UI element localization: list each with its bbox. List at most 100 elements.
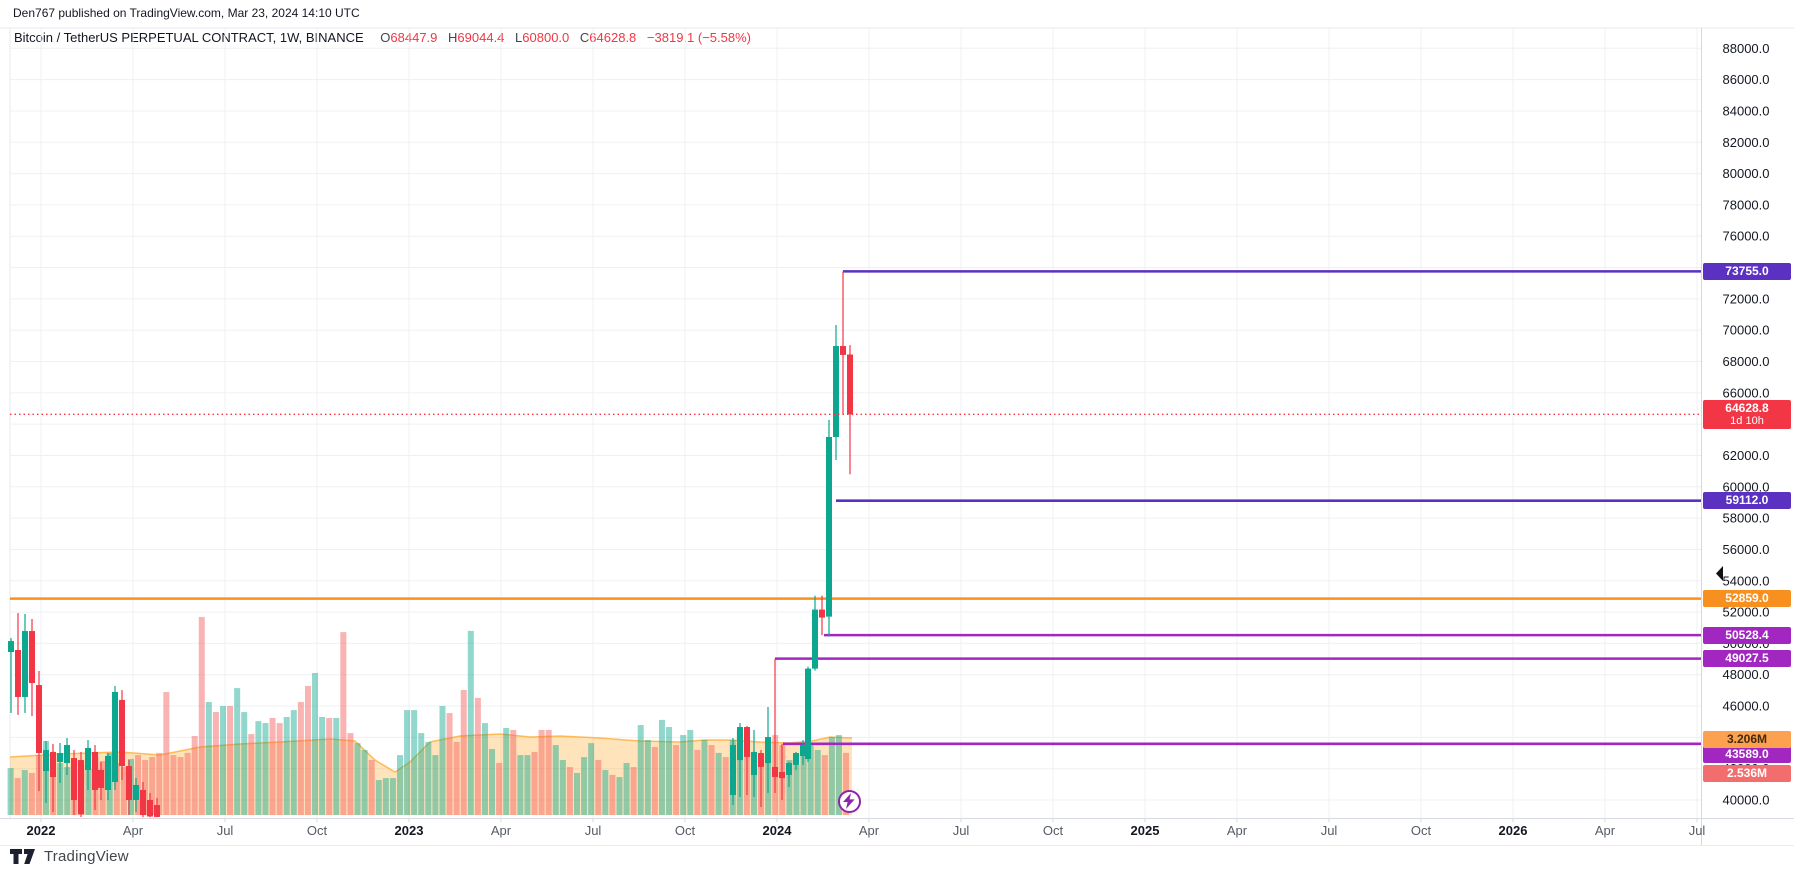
volume-bar: [312, 672, 319, 815]
volume-bar: [807, 745, 814, 815]
volume-bar: [142, 759, 149, 815]
volume-bar: [340, 632, 347, 815]
candle-body: [133, 784, 139, 801]
candle-body: [744, 727, 750, 757]
candle-body: [826, 436, 832, 617]
volume-bar: [538, 729, 545, 815]
x-axis-tick-label: Apr: [859, 823, 880, 838]
publication-flash-icon[interactable]: [837, 789, 861, 813]
volume-bar: [212, 712, 219, 815]
candle-body: [154, 805, 160, 817]
ohlc-close-key: C: [579, 30, 590, 45]
y-axis-tick-label: 60000.0: [1723, 479, 1770, 494]
x-axis-tick-label: Apr: [123, 823, 144, 838]
y-axis-tick-label: 86000.0: [1723, 72, 1770, 87]
volume-bar: [566, 767, 573, 815]
candle-body: [29, 631, 35, 684]
volume-bar: [347, 733, 354, 815]
tradingview-logo-icon[interactable]: [10, 848, 36, 865]
volume-bar: [552, 745, 559, 815]
volume-bar: [297, 702, 304, 815]
volume-bar: [375, 780, 382, 815]
volume-bar: [99, 760, 106, 815]
volume-bar: [156, 752, 163, 815]
brand-name[interactable]: TradingView: [44, 848, 129, 865]
change-value: −3819.1 (−5.58%): [646, 30, 751, 45]
symbol-title: Bitcoin / TetherUS PERPETUAL CONTRACT, 1…: [14, 30, 364, 45]
volume-bar: [531, 751, 538, 815]
volume-bar: [673, 745, 680, 815]
volume-bar: [170, 755, 177, 815]
x-axis-tick-label: Oct: [1411, 823, 1432, 838]
chart-legend-row[interactable]: Bitcoin / TetherUS PERPETUAL CONTRACT, 1…: [14, 30, 751, 45]
y-axis-tick-label: 68000.0: [1723, 354, 1770, 369]
ohlc-low-key: L: [515, 30, 523, 45]
volume-bar: [843, 752, 850, 815]
volume-bar: [637, 725, 644, 815]
volume-bar: [418, 733, 425, 815]
volume-bar: [835, 735, 842, 815]
price-line-label: 43589.0: [1703, 745, 1791, 763]
volume-bar: [708, 745, 715, 815]
volume-bar: [489, 748, 496, 815]
candle-body: [819, 609, 825, 618]
volume-bar: [630, 767, 637, 815]
candle-body: [737, 727, 743, 761]
candle-body: [85, 748, 91, 770]
volume-bar: [517, 755, 524, 815]
x-axis-tick-label: Apr: [491, 823, 512, 838]
x-axis-tick-label: Jul: [1321, 823, 1338, 838]
volume-bar: [184, 752, 191, 815]
candle-body: [98, 769, 104, 788]
volume-bar: [821, 755, 828, 815]
volume-bar: [574, 772, 580, 815]
volume-bar: [411, 710, 418, 815]
volume-bar: [149, 757, 156, 815]
volume-bar: [326, 717, 333, 815]
candle-body: [64, 745, 70, 764]
candle-body: [8, 641, 14, 653]
volume-bar: [85, 769, 92, 815]
candle-body: [805, 668, 811, 759]
volume-last-label: 2.536M: [1703, 764, 1791, 782]
volume-bar: [14, 778, 21, 815]
volume-bar: [701, 739, 708, 815]
volume-bar: [28, 772, 35, 815]
x-axis-tick-label: 2023: [395, 823, 424, 838]
volume-bar: [389, 778, 396, 815]
volume-bar: [786, 759, 793, 815]
y-axis-tick-label: 54000.0: [1723, 573, 1770, 588]
ohlc-close-value: 64628.8: [589, 30, 637, 45]
candle-body: [36, 685, 42, 754]
volume-bar: [333, 717, 340, 815]
volume-bar: [658, 719, 665, 815]
candle-body: [812, 609, 818, 669]
volume-bar: [602, 770, 609, 815]
ohlc-high-value: 69044.4: [457, 30, 505, 45]
volume-bar: [248, 734, 255, 815]
volume-bar: [120, 767, 127, 815]
volume-ma-label: 3.206M: [1703, 730, 1791, 748]
y-axis-tick-label: 48000.0: [1723, 667, 1770, 682]
volume-bar: [57, 762, 64, 815]
volume-bar: [510, 729, 517, 815]
volume-bar: [113, 762, 120, 815]
volume-bar: [241, 712, 248, 815]
candle-body: [50, 751, 56, 777]
y-axis-tick-label: 46000.0: [1723, 699, 1770, 714]
volume-bar: [205, 702, 212, 815]
volume-bar: [7, 768, 14, 815]
candle-body: [147, 800, 153, 817]
volume-bar: [64, 767, 71, 815]
volume-bar: [609, 774, 616, 815]
volume-bar: [467, 630, 474, 815]
y-axis-tick-label: 82000.0: [1723, 135, 1770, 150]
candle-body: [786, 763, 792, 775]
candle-body: [71, 758, 77, 801]
y-axis-tick-label: 40000.0: [1723, 793, 1770, 808]
volume-bar: [220, 705, 226, 815]
volume-bar: [290, 710, 297, 815]
ohlc-high-key: H: [448, 30, 458, 45]
y-axis-tick-label: 78000.0: [1723, 197, 1770, 212]
